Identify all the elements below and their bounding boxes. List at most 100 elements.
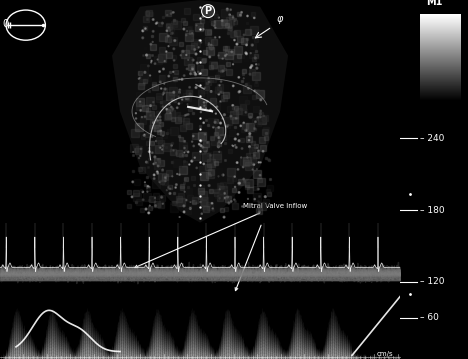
Point	[197, 138, 205, 144]
Point	[142, 206, 150, 212]
Polygon shape	[112, 0, 288, 223]
Point	[183, 148, 190, 154]
Point	[148, 150, 156, 155]
Point	[181, 73, 188, 78]
Point	[199, 27, 207, 32]
Point	[184, 149, 192, 155]
Point	[219, 18, 226, 24]
Point	[200, 120, 207, 126]
Point	[231, 174, 238, 180]
Point	[170, 46, 177, 52]
Point	[186, 84, 193, 90]
Point	[146, 203, 154, 209]
Point	[132, 110, 139, 116]
Point	[156, 114, 164, 120]
Point	[205, 183, 213, 188]
Point	[216, 83, 223, 88]
Point	[186, 162, 193, 167]
Point	[142, 26, 149, 32]
Point	[157, 128, 164, 134]
Point	[196, 71, 203, 77]
Point	[148, 58, 155, 64]
Point	[231, 184, 239, 190]
Point	[189, 139, 196, 145]
Point	[147, 103, 154, 108]
Point	[255, 159, 263, 165]
Point	[139, 28, 146, 34]
Point	[219, 116, 227, 121]
Point	[212, 34, 219, 40]
Point	[220, 112, 228, 118]
Point	[191, 70, 198, 75]
Point	[176, 89, 183, 95]
Point	[144, 185, 151, 191]
Point	[159, 133, 167, 139]
Point	[251, 196, 258, 202]
Point	[213, 104, 220, 109]
Point	[228, 199, 235, 204]
Point	[180, 26, 188, 32]
Point	[181, 189, 189, 195]
Point	[246, 144, 253, 149]
Point	[219, 56, 227, 62]
Point	[169, 30, 176, 36]
Point	[196, 141, 203, 147]
Point	[183, 66, 191, 72]
Point	[216, 186, 223, 192]
Point	[137, 146, 145, 152]
Point	[232, 136, 239, 142]
Point	[183, 32, 190, 38]
Point	[257, 97, 264, 103]
Point	[180, 203, 188, 209]
Point	[219, 172, 227, 178]
Point	[244, 196, 252, 202]
Point	[130, 149, 137, 155]
Point	[202, 106, 210, 111]
Point	[235, 138, 243, 144]
Point	[234, 160, 241, 165]
Point	[170, 57, 178, 63]
Point	[224, 6, 231, 12]
Point	[150, 120, 157, 126]
Point	[217, 79, 225, 84]
Point	[158, 194, 165, 200]
Point	[159, 167, 167, 173]
Point	[165, 73, 173, 79]
Point	[183, 95, 190, 101]
Point	[212, 25, 219, 31]
Point	[139, 197, 147, 203]
Point	[249, 42, 256, 48]
Point	[183, 95, 190, 101]
Point	[224, 194, 231, 200]
Point	[203, 99, 210, 105]
Point	[223, 123, 231, 129]
Point	[168, 104, 175, 110]
Point	[181, 113, 189, 118]
Point	[147, 41, 154, 47]
Point	[197, 109, 205, 115]
Point	[161, 178, 169, 184]
Point	[145, 63, 152, 69]
Point	[181, 138, 188, 144]
Point	[197, 39, 205, 45]
Point	[154, 171, 161, 176]
Point	[184, 96, 192, 102]
Point	[254, 115, 262, 121]
Text: $\varphi$: $\varphi$	[276, 14, 284, 26]
Point	[165, 25, 173, 31]
Point	[235, 190, 243, 195]
Point	[210, 124, 217, 130]
Point	[181, 209, 188, 215]
Point	[154, 169, 161, 175]
Point	[228, 143, 236, 148]
Point	[229, 14, 237, 20]
Point	[187, 71, 194, 76]
Point	[146, 73, 154, 78]
Point	[193, 165, 200, 171]
Text: – 60: – 60	[421, 313, 439, 322]
Point	[240, 164, 247, 170]
Point	[149, 39, 156, 45]
Text: – 180: – 180	[421, 205, 445, 215]
Point	[217, 89, 224, 95]
Point	[212, 111, 219, 116]
